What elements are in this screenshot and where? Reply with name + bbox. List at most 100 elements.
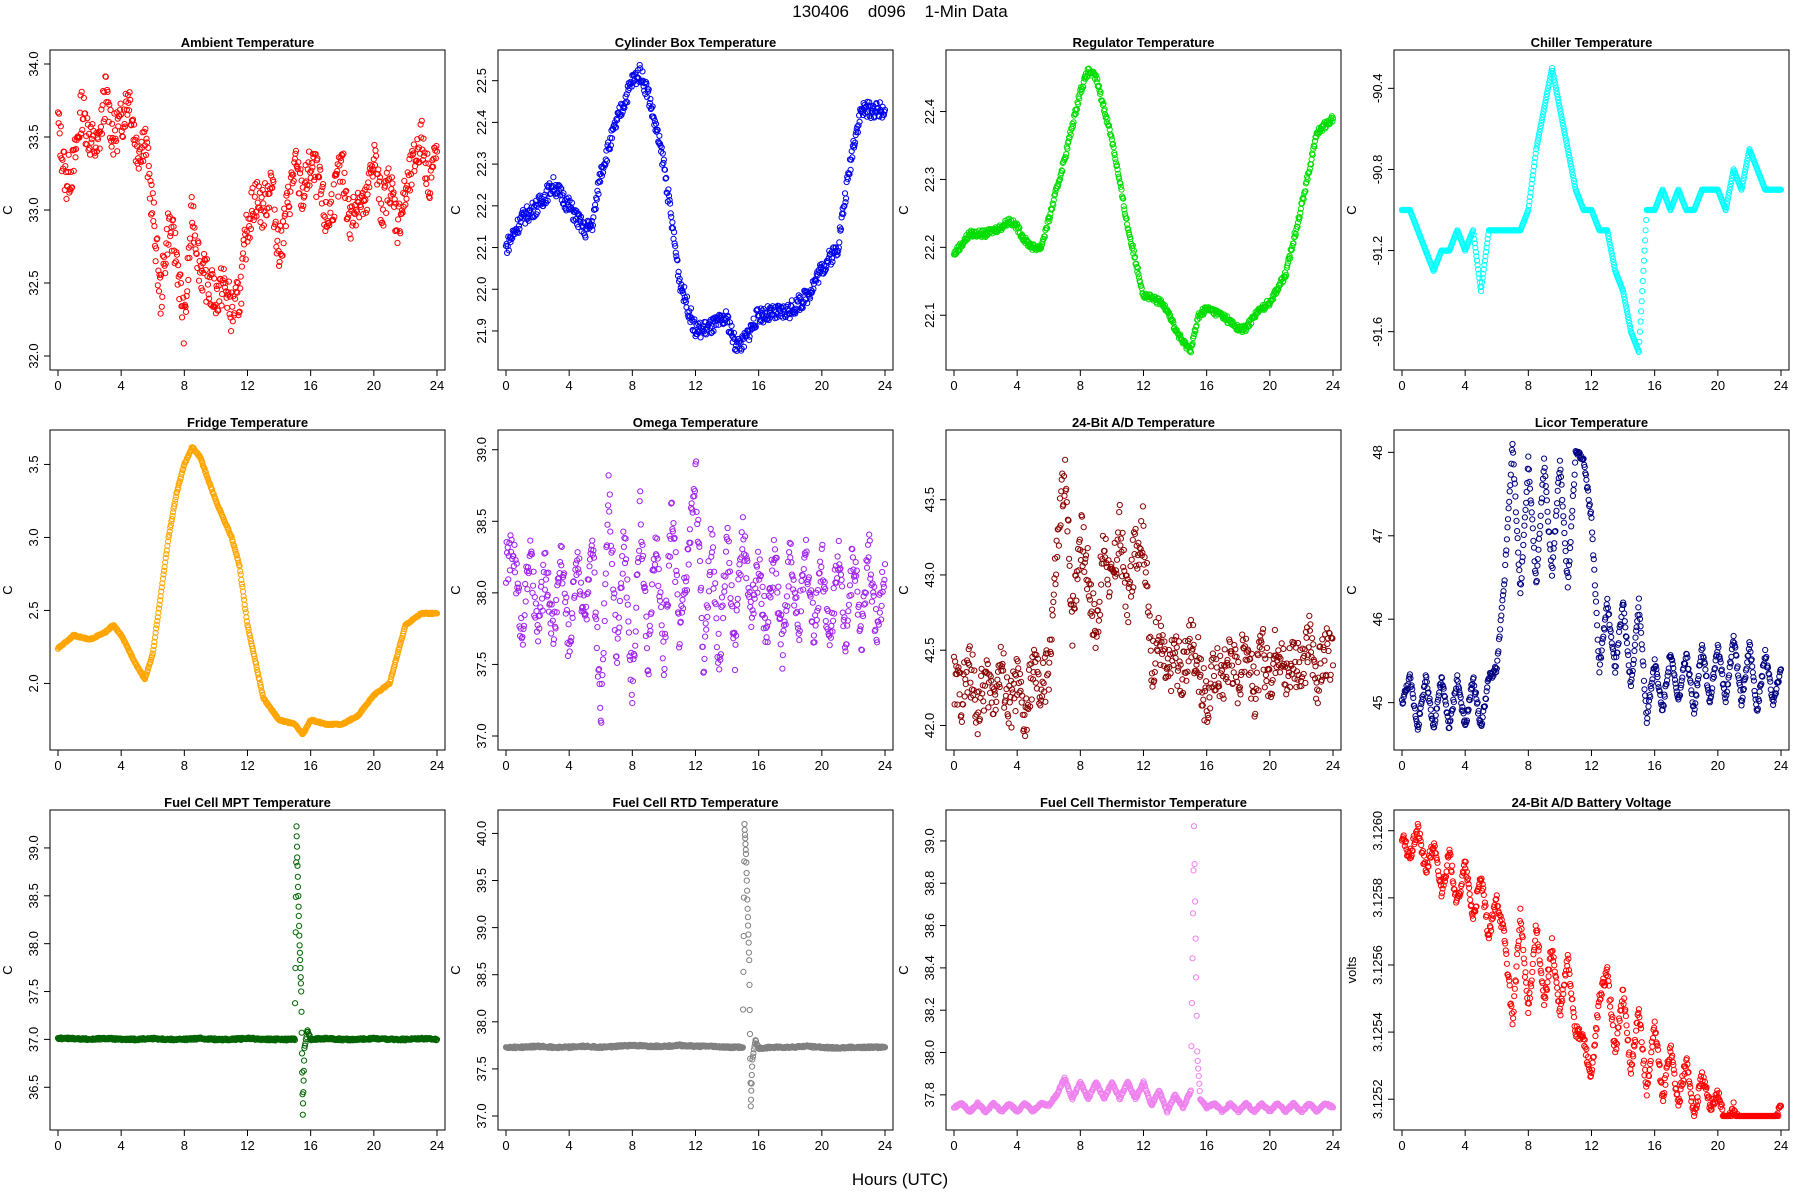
y-tick-label: 3.0 <box>26 528 41 546</box>
data-point <box>372 147 379 154</box>
data-point <box>84 115 91 122</box>
data-point <box>1532 154 1539 161</box>
x-tick-label: 12 <box>688 378 702 393</box>
x-tick-label: 0 <box>950 378 957 393</box>
data-point <box>606 491 613 498</box>
x-tick-label: 20 <box>815 378 829 393</box>
data-point <box>215 307 222 314</box>
data-point <box>1481 257 1489 264</box>
data-point <box>119 133 126 140</box>
y-tick-label: -90.4 <box>1370 74 1385 104</box>
data-point <box>114 148 121 155</box>
data-point <box>1539 114 1546 121</box>
x-tick-label: 24 <box>430 758 444 773</box>
data-point <box>1568 166 1575 173</box>
data-point <box>702 620 709 627</box>
data-point <box>65 151 72 158</box>
data-point <box>1553 88 1560 95</box>
data-point <box>1128 593 1135 600</box>
data-point <box>1069 122 1077 130</box>
data-point <box>339 178 346 185</box>
data-point <box>292 147 300 154</box>
data-point <box>1622 299 1629 306</box>
x-tick-label: 8 <box>1525 758 1532 773</box>
data-point <box>271 206 278 213</box>
data-point <box>290 177 297 185</box>
data-point <box>1113 162 1121 169</box>
data-point <box>849 154 856 161</box>
plot-title: Fridge Temperature <box>187 415 308 430</box>
data-point <box>687 305 695 312</box>
data-point <box>223 294 230 301</box>
data-point <box>1134 264 1142 271</box>
data-point <box>1113 556 1121 563</box>
data-point <box>746 333 753 340</box>
x-tick-label: 16 <box>1647 758 1661 773</box>
data-point <box>1726 186 1733 193</box>
data-point <box>152 258 159 265</box>
data-point <box>362 196 369 203</box>
data-point <box>1269 296 1276 303</box>
data-point <box>1082 552 1090 559</box>
data-point <box>660 671 668 679</box>
data-point <box>88 139 95 146</box>
data-point <box>783 593 791 600</box>
data-point <box>616 597 624 605</box>
data-point <box>296 170 304 177</box>
data-point <box>1641 247 1648 254</box>
data-point <box>63 195 70 202</box>
data-point <box>1473 257 1481 264</box>
data-point <box>1525 206 1532 214</box>
data-point <box>563 607 571 614</box>
data-point <box>335 193 342 200</box>
data-point <box>1112 159 1120 166</box>
data-point <box>636 61 643 69</box>
data-point <box>1544 88 1551 95</box>
data-point <box>834 553 841 560</box>
data-point <box>1119 195 1126 202</box>
data-point <box>1206 694 1213 701</box>
data-point <box>1550 73 1557 80</box>
plot-title: Regulator Temperature <box>1072 35 1214 50</box>
data-point <box>276 262 283 269</box>
data-point <box>345 196 352 203</box>
data-point <box>661 166 669 173</box>
data-point <box>593 196 600 203</box>
data-point <box>1289 243 1296 250</box>
data-point <box>1606 238 1613 245</box>
data-point <box>316 174 323 181</box>
data-point <box>702 633 709 640</box>
data-point <box>721 588 728 595</box>
x-tick-label: 8 <box>629 758 636 773</box>
data-point <box>228 328 235 335</box>
data-point <box>1608 247 1615 254</box>
y-tick-label: 47 <box>1370 529 1385 543</box>
data-point <box>535 638 542 645</box>
data-point <box>621 104 628 112</box>
data-point <box>848 592 855 599</box>
data-point <box>854 123 861 130</box>
data-point <box>201 250 208 258</box>
data-point <box>297 166 304 173</box>
data-point <box>225 278 232 285</box>
data-point <box>524 586 531 593</box>
data-point <box>172 229 179 237</box>
data-point <box>401 177 408 184</box>
data-point <box>194 264 201 271</box>
data-point <box>237 285 244 292</box>
data-point <box>170 216 177 223</box>
data-point <box>356 214 363 221</box>
data-point <box>258 194 265 201</box>
data-point <box>283 189 291 196</box>
data-point <box>1624 311 1631 318</box>
data-point <box>1108 133 1115 140</box>
data-point <box>240 237 247 244</box>
x-tick-label: 4 <box>118 378 125 393</box>
data-point <box>1482 253 1489 260</box>
data-point <box>318 200 325 207</box>
data-point <box>710 328 717 335</box>
x-tick-label: 8 <box>1077 378 1084 393</box>
data-point <box>736 561 743 568</box>
data-point <box>1625 314 1632 321</box>
data-point <box>1106 122 1113 129</box>
